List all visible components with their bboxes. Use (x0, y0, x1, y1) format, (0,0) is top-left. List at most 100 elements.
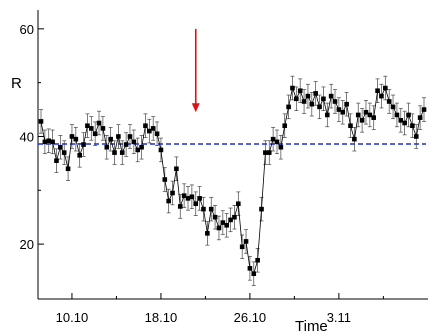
data-point (290, 85, 295, 91)
data-point (239, 244, 245, 250)
data-point (216, 225, 222, 231)
data-point (73, 136, 79, 142)
plot-area: 20 40 60 10.10 18.10 26.10 3.11 (20, 10, 428, 325)
data-point (270, 136, 276, 142)
data-point (278, 144, 284, 150)
data-point (309, 101, 315, 107)
data-point (58, 144, 63, 150)
data-point (363, 109, 369, 115)
data-point (170, 190, 175, 196)
data-point (243, 239, 249, 244)
data-point (263, 150, 268, 155)
data-point (208, 206, 214, 212)
data-point (104, 144, 110, 150)
data-point (402, 120, 407, 126)
error-bars (39, 75, 426, 286)
x-tick-label: 18.10 (145, 310, 178, 325)
arrow-head (191, 103, 200, 113)
data-point (367, 112, 373, 118)
y-axis-ticks: 20 40 60 (20, 22, 44, 252)
data-point (193, 201, 199, 207)
data-point (359, 118, 365, 123)
data-point (189, 194, 195, 200)
data-point (143, 123, 148, 129)
data-point (88, 126, 94, 131)
data-point (100, 126, 106, 131)
data-point (317, 104, 322, 110)
data-point (297, 88, 303, 94)
data-point (266, 150, 272, 155)
data-point (247, 266, 253, 271)
data-point (344, 101, 349, 107)
data-point (147, 128, 152, 134)
red-arrow (191, 28, 200, 113)
data-point (119, 150, 125, 155)
data-point (201, 206, 206, 212)
data-point (282, 123, 288, 129)
data-point (321, 96, 326, 102)
data-point (123, 142, 129, 147)
data-point (236, 201, 241, 207)
data-point (65, 166, 71, 172)
data-point (375, 88, 380, 94)
data-point (112, 150, 117, 155)
data-point (328, 93, 334, 99)
data-point (232, 214, 237, 220)
data-point (174, 166, 179, 172)
data-point (228, 217, 233, 223)
data-point (348, 123, 353, 129)
data-point (371, 115, 377, 120)
data-point (150, 126, 156, 131)
data-point (336, 107, 342, 112)
data-point (81, 142, 86, 147)
data-point (85, 123, 90, 129)
data-point (224, 222, 229, 228)
data-point (355, 112, 361, 118)
y-tick-label: 20 (20, 237, 34, 252)
data-point (166, 198, 171, 204)
data-point (413, 134, 419, 139)
data-point (116, 134, 121, 139)
data-point (69, 134, 75, 139)
x-tick-label: 3.11 (327, 310, 351, 325)
data-point (379, 93, 384, 99)
data-point (251, 271, 257, 277)
data-point (205, 231, 210, 236)
data-point (158, 147, 164, 153)
data-point (406, 112, 411, 118)
data-point (177, 204, 183, 209)
data-point (127, 134, 133, 139)
data-point (131, 139, 137, 145)
y-axis-title: R (11, 75, 22, 92)
data-point (92, 131, 98, 137)
data-point (139, 144, 144, 150)
data-point (386, 99, 392, 104)
data-point (301, 99, 307, 104)
data-point (324, 112, 330, 118)
y-tick-label: 40 (20, 129, 34, 144)
data-point (294, 96, 299, 102)
data-point (54, 158, 59, 163)
data-point (162, 177, 168, 182)
data-point (394, 112, 400, 118)
data-point (417, 115, 423, 120)
data-point (220, 220, 226, 225)
data-point (305, 93, 311, 99)
data-point (212, 214, 218, 220)
data-point (313, 91, 318, 96)
y-tick-label: 60 (20, 22, 34, 37)
data-point (352, 136, 357, 142)
x-tick-label: 26.10 (234, 310, 267, 325)
data-point (390, 104, 396, 110)
data-point (286, 104, 291, 110)
data-point (197, 196, 202, 201)
data-point (77, 153, 82, 158)
data-point (255, 257, 260, 263)
x-axis-ticks: 10.10 18.10 26.10 3.11 (56, 293, 384, 325)
x-tick-label: 10.10 (56, 310, 89, 325)
data-point (421, 107, 427, 112)
data-point (38, 119, 44, 124)
data-point (383, 85, 388, 91)
data-point (42, 139, 48, 145)
